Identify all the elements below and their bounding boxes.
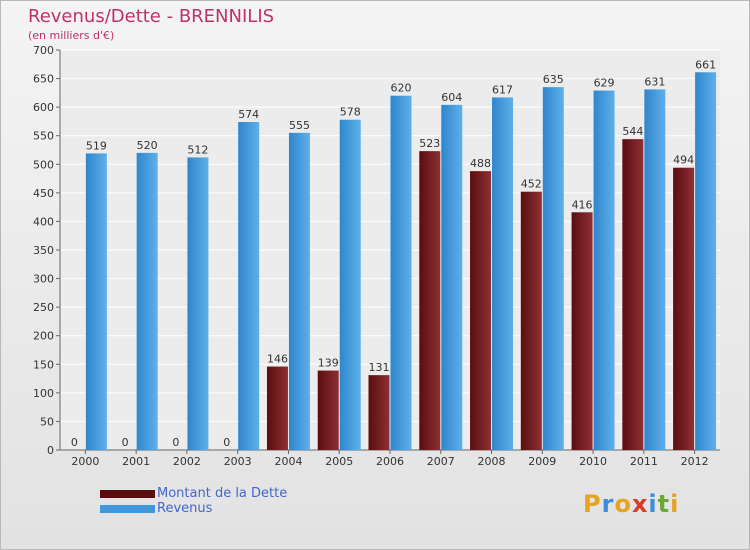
logo-letter: i <box>670 490 680 518</box>
y-tick-label: 700 <box>33 44 54 57</box>
data-label-revenue: 620 <box>391 82 412 95</box>
y-tick-label: 400 <box>33 215 54 228</box>
logo-letter: i <box>648 490 658 518</box>
x-tick-label: 2005 <box>325 455 353 468</box>
y-tick-label: 0 <box>47 444 54 457</box>
bar-debt <box>622 139 644 450</box>
data-label-revenue: 520 <box>137 139 158 152</box>
bar-revenue <box>238 122 260 450</box>
data-label-revenue: 519 <box>86 139 107 152</box>
logo-letter: o <box>614 490 632 518</box>
bar-revenue <box>136 152 158 450</box>
legend-label-revenue: Revenus <box>157 501 213 516</box>
bar-debt <box>368 375 390 450</box>
logo-letter: P <box>583 490 602 518</box>
data-label-debt: 146 <box>267 353 288 366</box>
data-label-revenue: 631 <box>644 75 665 88</box>
x-tick-label: 2012 <box>681 455 709 468</box>
bar-revenue <box>542 87 564 451</box>
bar-revenue <box>492 97 514 450</box>
x-tick-label: 2002 <box>173 455 201 468</box>
y-tick-label: 200 <box>33 330 54 343</box>
data-label-debt: 523 <box>419 137 440 150</box>
y-tick-label: 450 <box>33 187 54 200</box>
bar-revenue <box>288 132 310 450</box>
data-label-debt: 416 <box>572 198 593 211</box>
legend-swatch-revenue <box>100 504 155 513</box>
x-tick-label: 2000 <box>71 455 99 468</box>
data-label-debt: 452 <box>521 178 542 191</box>
data-label-debt: 139 <box>318 357 339 370</box>
bar-debt <box>673 167 695 450</box>
bar-revenue <box>390 95 412 450</box>
chart-subtitle: (en milliers d'€) <box>28 29 115 42</box>
y-tick-label: 350 <box>33 244 54 257</box>
x-tick-label: 2011 <box>630 455 658 468</box>
data-label-debt: 488 <box>470 157 491 170</box>
y-tick-label: 500 <box>33 158 54 171</box>
data-label-debt: 544 <box>622 125 643 138</box>
legend-swatch-debt <box>100 489 155 498</box>
bar-revenue <box>644 89 666 450</box>
bar-debt <box>266 366 288 450</box>
bar-revenue <box>187 157 209 450</box>
y-tick-label: 600 <box>33 101 54 114</box>
x-tick-label: 2010 <box>579 455 607 468</box>
logo-letter: x <box>631 490 649 518</box>
legend-label-debt: Montant de la Dette <box>157 486 288 501</box>
x-tick-label: 2003 <box>224 455 252 468</box>
logo-letter: r <box>601 490 615 518</box>
x-tick-label: 2007 <box>427 455 455 468</box>
y-tick-label: 250 <box>33 301 54 314</box>
data-label-revenue: 635 <box>543 73 564 86</box>
chart-title: Revenus/Dette - BRENNILIS <box>28 6 275 27</box>
bar-debt <box>571 212 593 450</box>
data-label-debt: 131 <box>369 361 390 374</box>
bar-debt <box>419 151 441 450</box>
x-tick-label: 2008 <box>478 455 506 468</box>
y-tick-label: 650 <box>33 73 54 86</box>
y-tick-label: 50 <box>40 415 54 428</box>
x-tick-label: 2004 <box>274 455 302 468</box>
data-label-revenue: 629 <box>594 77 615 90</box>
data-label-debt: 494 <box>673 154 694 167</box>
y-tick-label: 550 <box>33 130 54 143</box>
data-label-debt: 0 <box>71 436 78 449</box>
bar-revenue <box>339 119 361 450</box>
data-label-revenue: 578 <box>340 106 361 119</box>
proxiti-logo: Proxiti <box>583 490 679 518</box>
data-label-debt: 0 <box>223 436 230 449</box>
x-tick-label: 2006 <box>376 455 404 468</box>
bar-revenue <box>85 153 107 450</box>
x-tick-label: 2009 <box>528 455 556 468</box>
data-label-revenue: 512 <box>187 143 208 156</box>
data-label-revenue: 604 <box>441 91 462 104</box>
logo-letter: t <box>657 490 671 518</box>
legend-item-debt: Montant de la Dette <box>100 486 287 501</box>
y-tick-label: 150 <box>33 358 54 371</box>
data-label-revenue: 574 <box>238 108 259 121</box>
x-tick-label: 2001 <box>122 455 150 468</box>
data-label-revenue: 555 <box>289 119 310 132</box>
data-label-revenue: 661 <box>695 58 716 71</box>
bar-debt <box>317 370 339 450</box>
legend-item-revenue: Revenus <box>100 501 287 516</box>
bar-debt <box>470 171 492 450</box>
bar-revenue <box>695 72 717 451</box>
data-label-revenue: 617 <box>492 83 513 96</box>
y-tick-label: 300 <box>33 273 54 286</box>
data-label-debt: 0 <box>122 436 129 449</box>
y-tick-label: 100 <box>33 387 54 400</box>
bar-revenue <box>593 90 615 451</box>
bar-revenue <box>441 104 463 450</box>
data-label-debt: 0 <box>172 436 179 449</box>
legend: Montant de la Dette Revenus <box>100 486 287 516</box>
bar-debt <box>520 191 542 450</box>
